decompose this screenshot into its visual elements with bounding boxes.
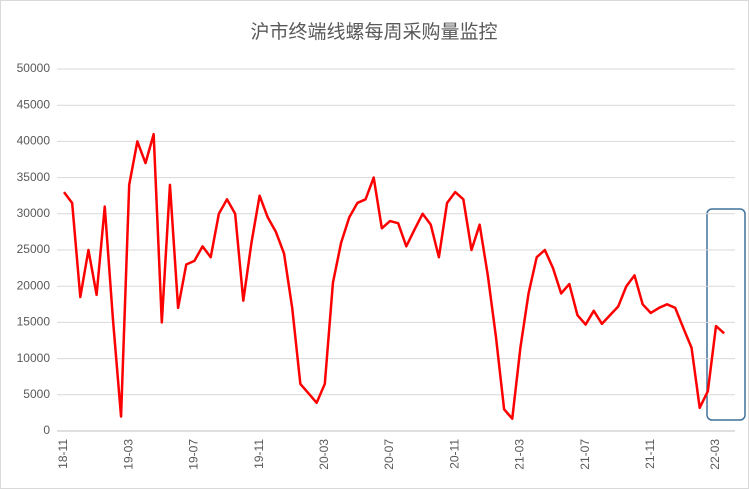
y-tick-label: 0: [43, 423, 50, 437]
y-tick-label: 35000: [17, 170, 51, 184]
x-tick-label: 21-07: [578, 439, 592, 470]
y-tick-label: 10000: [17, 351, 51, 365]
x-tick-label: 20-03: [317, 439, 331, 470]
y-tick-label: 45000: [17, 97, 51, 111]
x-tick-label: 20-11: [447, 439, 461, 469]
x-tick-label: 21-11: [643, 439, 657, 469]
y-tick-label: 20000: [17, 278, 51, 292]
x-tick-label: 19-07: [187, 439, 201, 470]
y-tick-label: 25000: [17, 242, 51, 256]
y-tick-label: 40000: [17, 134, 51, 148]
x-tick-label: 22-03: [708, 439, 722, 470]
y-tick-label: 50000: [17, 61, 51, 75]
x-tick-label: 18-11: [56, 439, 70, 469]
data-line: [63, 132, 725, 420]
x-tick-label: 21-03: [513, 439, 527, 470]
x-tick-label: 19-11: [252, 439, 266, 469]
y-tick-label: 30000: [17, 206, 51, 220]
x-tick-label: 20-07: [382, 439, 396, 470]
y-tick-label: 5000: [23, 387, 50, 401]
x-tick-label: 19-03: [121, 439, 135, 470]
highlight-box: [706, 208, 746, 421]
chart-title: 沪市终端线螺每周采购量监控: [250, 21, 497, 43]
y-tick-label: 15000: [17, 315, 51, 329]
